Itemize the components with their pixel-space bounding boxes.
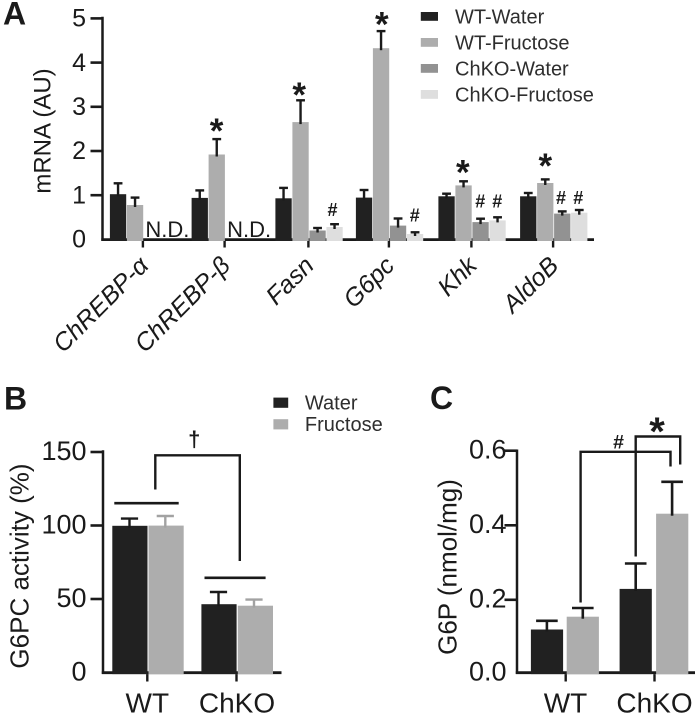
svg-text:5: 5 xyxy=(72,5,86,33)
svg-text:#: # xyxy=(613,432,624,454)
svg-text:WT: WT xyxy=(126,688,170,719)
svg-text:#: # xyxy=(475,192,485,212)
svg-text:50: 50 xyxy=(56,583,86,613)
svg-text:mRNA (AU): mRNA (AU) xyxy=(30,68,57,193)
svg-text:0.4: 0.4 xyxy=(469,509,507,539)
svg-text:G6PC activity (%): G6PC activity (%) xyxy=(5,463,35,668)
svg-text:WT: WT xyxy=(544,688,588,719)
svg-text:WT-Fructose: WT-Fructose xyxy=(455,32,569,54)
svg-text:100: 100 xyxy=(41,509,86,539)
svg-text:0.6: 0.6 xyxy=(469,435,507,465)
svg-text:N.D.: N.D. xyxy=(227,217,271,242)
svg-text:†: † xyxy=(188,426,200,451)
svg-text:2: 2 xyxy=(72,137,86,165)
svg-text:0: 0 xyxy=(72,226,86,254)
svg-text:0.2: 0.2 xyxy=(469,584,507,614)
svg-text:#: # xyxy=(556,188,566,208)
svg-text:0: 0 xyxy=(71,657,86,687)
svg-text:ChKO: ChKO xyxy=(199,688,275,719)
svg-text:ChKO-Water: ChKO-Water xyxy=(455,58,569,80)
svg-text:*: * xyxy=(538,147,552,186)
svg-text:4: 4 xyxy=(72,49,86,77)
svg-text:1: 1 xyxy=(72,181,86,209)
svg-text:#: # xyxy=(327,200,337,220)
svg-text:150: 150 xyxy=(41,436,86,466)
svg-text:A: A xyxy=(3,0,26,31)
svg-text:*: * xyxy=(292,76,306,115)
svg-text:ChKO-Fructose: ChKO-Fructose xyxy=(455,84,594,106)
svg-text:#: # xyxy=(573,188,583,208)
svg-text:#: # xyxy=(410,206,420,226)
svg-text:N.D.: N.D. xyxy=(145,217,189,242)
svg-text:*: * xyxy=(375,6,389,45)
svg-text:ChKO: ChKO xyxy=(616,688,692,719)
svg-text:3: 3 xyxy=(72,93,86,121)
svg-text:#: # xyxy=(492,192,502,212)
svg-text:C: C xyxy=(430,380,453,416)
svg-text:*: * xyxy=(210,112,224,151)
svg-text:0.0: 0.0 xyxy=(469,657,507,687)
svg-text:*: * xyxy=(649,410,665,454)
svg-text:Fructose: Fructose xyxy=(305,414,383,436)
svg-text:G6P (nmol/mg): G6P (nmol/mg) xyxy=(433,479,463,655)
svg-text:WT-Water: WT-Water xyxy=(455,6,545,28)
svg-text:B: B xyxy=(4,381,27,417)
svg-text:*: * xyxy=(456,154,470,193)
svg-text:Water: Water xyxy=(305,393,358,415)
